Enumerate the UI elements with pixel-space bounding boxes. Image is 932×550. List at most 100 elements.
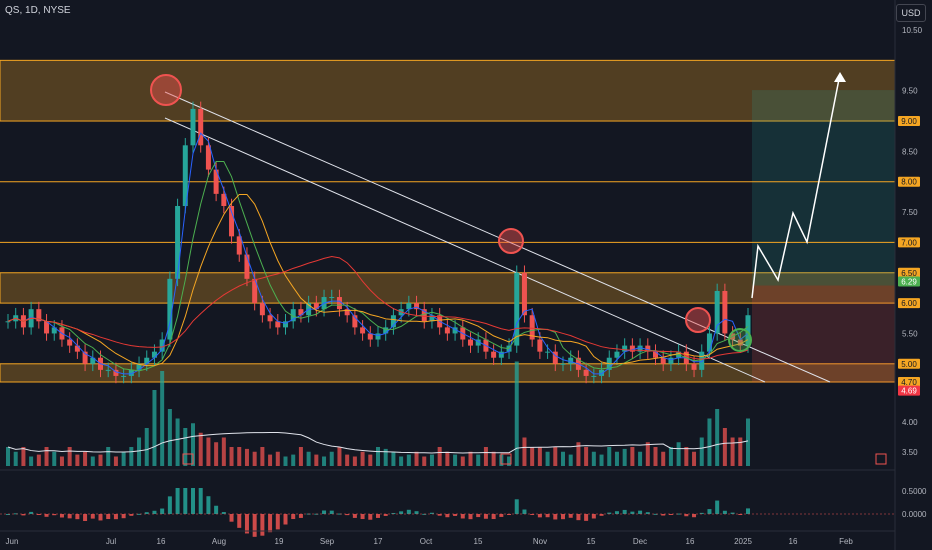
oscillator-bar[interactable] xyxy=(468,514,473,520)
oscillator-bar[interactable] xyxy=(699,512,704,514)
volume-bar[interactable] xyxy=(645,442,650,466)
candle[interactable] xyxy=(259,303,265,316)
volume-bar[interactable] xyxy=(191,423,195,466)
oscillator-bar[interactable] xyxy=(645,512,650,514)
volume-bar[interactable] xyxy=(98,454,103,466)
volume-bar[interactable] xyxy=(676,442,681,466)
price-tag[interactable] xyxy=(898,377,920,387)
trendline-lower[interactable] xyxy=(164,117,766,383)
oscillator-bar[interactable] xyxy=(106,514,111,520)
price-tag[interactable] xyxy=(898,267,920,278)
oscillator-bar[interactable] xyxy=(268,514,273,533)
oscillator-bar[interactable] xyxy=(75,514,80,520)
volume-bar[interactable] xyxy=(52,451,57,466)
candle[interactable] xyxy=(298,309,304,316)
price-tag[interactable] xyxy=(898,116,920,127)
oscillator-bar[interactable] xyxy=(368,514,373,520)
oscillator-bar[interactable] xyxy=(221,512,226,514)
candle[interactable] xyxy=(51,327,57,334)
volume-bar[interactable] xyxy=(545,451,550,466)
volume-bar[interactable] xyxy=(90,456,95,467)
oscillator-bar[interactable] xyxy=(746,508,750,514)
trendline-main[interactable] xyxy=(164,91,831,383)
candle[interactable] xyxy=(568,357,574,364)
volume-bar[interactable] xyxy=(599,454,604,466)
candle[interactable] xyxy=(622,345,628,352)
volume-bar[interactable] xyxy=(113,456,118,467)
candle[interactable] xyxy=(491,351,497,358)
candle[interactable] xyxy=(313,303,319,310)
candle[interactable] xyxy=(67,339,73,346)
volume-bar[interactable] xyxy=(722,428,727,466)
volume-bar[interactable] xyxy=(661,451,666,466)
volume-bar[interactable] xyxy=(684,447,689,466)
candle[interactable] xyxy=(159,339,165,352)
volume-bar[interactable] xyxy=(653,447,658,466)
candle[interactable] xyxy=(637,345,643,352)
volume-bar[interactable] xyxy=(167,409,172,466)
volume-bar[interactable] xyxy=(414,451,419,466)
volume-bar[interactable] xyxy=(715,409,720,466)
entry-circle-marker[interactable] xyxy=(728,328,752,352)
candle[interactable] xyxy=(699,351,705,370)
oscillator-bar[interactable] xyxy=(453,514,458,516)
price-tag[interactable] xyxy=(898,276,920,287)
oscillator-bar[interactable] xyxy=(684,514,689,517)
volume-bar[interactable] xyxy=(13,451,18,466)
volume-bar[interactable] xyxy=(152,390,157,466)
candle[interactable] xyxy=(521,272,527,316)
volume-bar[interactable] xyxy=(445,451,450,466)
candle[interactable] xyxy=(614,351,620,358)
volume-bar[interactable] xyxy=(476,454,481,466)
candle[interactable] xyxy=(151,351,157,358)
candle[interactable] xyxy=(591,375,597,377)
oscillator-bar[interactable] xyxy=(244,514,249,534)
oscillator-bar[interactable] xyxy=(383,514,388,516)
oscillator-bar[interactable] xyxy=(98,514,103,521)
oscillator-bar[interactable] xyxy=(229,514,234,522)
volume-bar[interactable] xyxy=(507,456,512,467)
candle[interactable] xyxy=(390,315,396,328)
volume-bar[interactable] xyxy=(584,447,589,466)
candle[interactable] xyxy=(498,351,504,358)
candle[interactable] xyxy=(136,363,142,370)
candle[interactable] xyxy=(252,278,258,304)
oscillator-bar[interactable] xyxy=(52,514,57,516)
candle[interactable] xyxy=(444,327,450,334)
volume-bar[interactable] xyxy=(137,437,142,467)
price-tag[interactable] xyxy=(898,385,920,396)
candle[interactable] xyxy=(105,369,111,371)
volume-bar[interactable] xyxy=(345,454,350,466)
volume-bar[interactable] xyxy=(453,454,458,466)
volume-bar[interactable] xyxy=(306,451,311,466)
candle[interactable] xyxy=(629,345,635,352)
oscillator-bar[interactable] xyxy=(599,514,604,516)
volume-bar[interactable] xyxy=(568,454,573,466)
volume-bar[interactable] xyxy=(591,451,596,466)
volume-bar[interactable] xyxy=(383,448,388,466)
volume-bar[interactable] xyxy=(746,418,750,467)
oscillator-bar[interactable] xyxy=(584,514,589,521)
oscillator-bar[interactable] xyxy=(483,514,488,519)
volume-bar[interactable] xyxy=(21,447,26,466)
candle[interactable] xyxy=(229,206,235,237)
oscillator-bar[interactable] xyxy=(283,514,288,525)
oscillator-bar[interactable] xyxy=(638,510,643,514)
oscillator-bar[interactable] xyxy=(298,514,303,518)
volume-bar[interactable] xyxy=(67,447,72,466)
volume-bar[interactable] xyxy=(429,454,434,466)
volume-bar[interactable] xyxy=(622,448,627,466)
candle[interactable] xyxy=(722,290,728,334)
target-zone[interactable] xyxy=(752,90,895,286)
volume-bar[interactable] xyxy=(229,447,234,466)
candle[interactable] xyxy=(167,278,173,340)
earnings-e-icon[interactable] xyxy=(500,453,512,465)
candle[interactable] xyxy=(44,321,50,334)
peak-circle-marker[interactable] xyxy=(498,228,524,254)
volume-bar[interactable] xyxy=(406,454,411,466)
oscillator-bar[interactable] xyxy=(152,510,157,514)
oscillator-bar[interactable] xyxy=(144,512,149,514)
oscillator-bar[interactable] xyxy=(237,514,242,528)
oscillator-bar[interactable] xyxy=(437,514,442,516)
